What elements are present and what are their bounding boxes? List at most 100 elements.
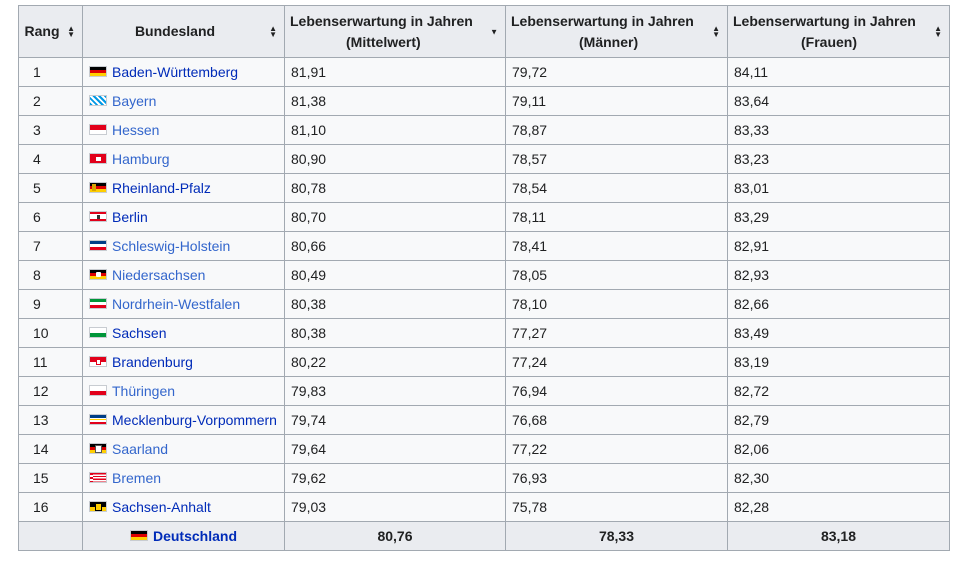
mean-cell: 80,38 (284, 318, 506, 348)
header-label: Rang (24, 23, 60, 39)
life-expectancy-table: Rang ▲ ▼ Bundesland ▲ ▼ Lebenserwartung in… (18, 5, 950, 551)
women-cell: 83,64 (727, 86, 950, 116)
table-row: 5 Rheinland-Pfalz 80,78 78,54 83,01 (18, 173, 950, 203)
state-cell: Berlin (82, 202, 285, 232)
flag-icon-hh (89, 153, 107, 165)
state-link[interactable]: Mecklenburg-Vorpommern (112, 411, 277, 428)
rank-cell: 1 (18, 57, 83, 87)
sort-descending-icon[interactable]: ▼ (490, 27, 498, 36)
mean-cell: 80,49 (284, 260, 506, 290)
column-header-rang[interactable]: Rang ▲ ▼ (18, 5, 83, 58)
flag-icon-de (129, 530, 148, 542)
rank-cell: 14 (18, 434, 83, 464)
state-cell: Baden-Württemberg (82, 57, 285, 87)
state-link[interactable]: Bayern (112, 92, 157, 109)
state-cell: Deutschland (82, 521, 285, 551)
table-row: 4 Hamburg 80,90 78,57 83,23 (18, 144, 950, 174)
state-link[interactable]: Saarland (112, 440, 169, 457)
women-cell: 82,28 (727, 492, 950, 522)
state-link[interactable]: Berlin (112, 208, 148, 225)
rank-cell (18, 521, 83, 551)
men-cell: 77,22 (505, 434, 728, 464)
state-cell: Bayern (82, 86, 285, 116)
column-header-frauen[interactable]: Lebenserwartung in Jahren (Frauen) ▲ ▼ (727, 5, 950, 58)
header-label: Lebenserwartung in Jahren (290, 12, 473, 29)
state-cell: Nordrhein-Westfalen (82, 289, 285, 319)
state-cell: Hamburg (82, 144, 285, 174)
state-link[interactable]: Brandenburg (112, 353, 193, 370)
table-row: 8 Niedersachsen 80,49 78,05 82,93 (18, 260, 950, 290)
mean-cell: 80,90 (284, 144, 506, 174)
rank-cell: 6 (18, 202, 83, 232)
total-women-cell: 83,18 (727, 521, 950, 551)
mean-cell: 80,70 (284, 202, 506, 232)
mean-cell: 81,10 (284, 115, 506, 145)
women-cell: 82,93 (727, 260, 950, 290)
women-cell: 82,30 (727, 463, 950, 493)
rank-cell: 11 (18, 347, 83, 377)
state-cell: Bremen (82, 463, 285, 493)
column-header-mittelwert[interactable]: Lebenserwartung in Jahren (Mittelwert) ▼ (284, 5, 506, 58)
women-cell: 83,29 (727, 202, 950, 232)
state-cell: Mecklenburg-Vorpommern (82, 405, 285, 435)
rank-cell: 4 (18, 144, 83, 174)
mean-cell: 79,74 (284, 405, 506, 435)
state-link[interactable]: Hamburg (112, 150, 170, 167)
state-cell: Niedersachsen (82, 260, 285, 290)
state-cell: Sachsen-Anhalt (82, 492, 285, 522)
state-cell: Thüringen (82, 376, 285, 406)
men-cell: 78,57 (505, 144, 728, 174)
table-row: 12 Thüringen 79,83 76,94 82,72 (18, 376, 950, 406)
header-sublabel: (Männer) (579, 33, 639, 50)
rank-cell: 12 (18, 376, 83, 406)
sort-icon[interactable]: ▲ ▼ (712, 23, 720, 39)
state-link[interactable]: Baden-Württemberg (112, 63, 239, 80)
country-link[interactable]: Deutschland (152, 527, 237, 544)
rank-cell: 15 (18, 463, 83, 493)
column-header-bundesland[interactable]: Bundesland ▲ ▼ (82, 5, 285, 58)
table-row: 16 Sachsen-Anhalt 79,03 75,78 82,28 (18, 492, 950, 522)
flag-icon-bb (89, 356, 107, 368)
state-link[interactable]: Sachsen-Anhalt (112, 498, 211, 515)
rank-cell: 8 (18, 260, 83, 290)
state-link[interactable]: Nordrhein-Westfalen (112, 295, 241, 312)
women-cell: 82,79 (727, 405, 950, 435)
column-header-maenner[interactable]: Lebenserwartung in Jahren (Männer) ▲ ▼ (505, 5, 728, 58)
state-link[interactable]: Schleswig-Holstein (112, 237, 231, 254)
men-cell: 77,24 (505, 347, 728, 377)
women-cell: 82,72 (727, 376, 950, 406)
women-cell: 83,33 (727, 115, 950, 145)
sort-icon[interactable]: ▲ ▼ (269, 23, 277, 39)
mean-cell: 81,38 (284, 86, 506, 116)
table-row: 7 Schleswig-Holstein 80,66 78,41 82,91 (18, 231, 950, 261)
mean-cell: 80,38 (284, 289, 506, 319)
state-cell: Sachsen (82, 318, 285, 348)
state-link[interactable]: Hessen (112, 121, 160, 138)
mean-cell: 79,83 (284, 376, 506, 406)
state-link[interactable]: Niedersachsen (112, 266, 206, 283)
sort-icon[interactable]: ▲ ▼ (67, 23, 75, 39)
men-cell: 76,94 (505, 376, 728, 406)
state-link[interactable]: Bremen (112, 469, 162, 486)
state-link[interactable]: Thüringen (112, 382, 176, 399)
flag-icon-by (89, 95, 107, 107)
men-cell: 78,05 (505, 260, 728, 290)
rank-cell: 13 (18, 405, 83, 435)
state-cell: Hessen (82, 115, 285, 145)
flag-icon-st (89, 501, 107, 513)
men-cell: 78,54 (505, 173, 728, 203)
rank-cell: 3 (18, 115, 83, 145)
women-cell: 83,23 (727, 144, 950, 174)
table-row: 14 Saarland 79,64 77,22 82,06 (18, 434, 950, 464)
table-row: 10 Sachsen 80,38 77,27 83,49 (18, 318, 950, 348)
rank-cell: 2 (18, 86, 83, 116)
flag-icon-he (89, 124, 107, 136)
header-sublabel: (Frauen) (801, 33, 857, 50)
sort-icon[interactable]: ▲ ▼ (934, 23, 942, 39)
state-link[interactable]: Sachsen (112, 324, 167, 341)
state-link[interactable]: Rheinland-Pfalz (112, 179, 211, 196)
header-label: Lebenserwartung in Jahren (511, 12, 694, 29)
women-cell: 83,19 (727, 347, 950, 377)
state-cell: Saarland (82, 434, 285, 464)
rank-cell: 9 (18, 289, 83, 319)
